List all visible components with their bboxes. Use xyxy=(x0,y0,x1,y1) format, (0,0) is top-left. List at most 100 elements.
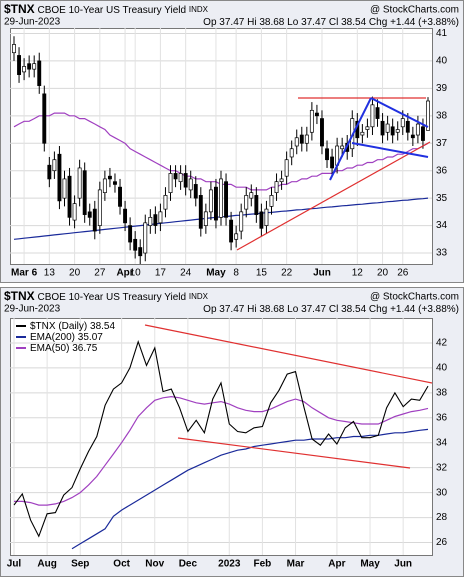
candle-body xyxy=(244,195,249,210)
source: @ StockCharts.com xyxy=(370,5,459,16)
candle-body xyxy=(234,233,239,240)
symbol: $TNX xyxy=(4,2,35,16)
quote-label: Lo xyxy=(287,17,299,28)
quote-value: 37.47 xyxy=(301,17,326,28)
quote-label: Hi xyxy=(247,17,256,28)
y-tick-label: 30 xyxy=(436,487,448,498)
x-tick-label: Mar xyxy=(287,559,305,570)
candle-body xyxy=(12,44,16,54)
legend-entry: EMA(50) 36.75 xyxy=(30,343,98,354)
y-tick-label: 26 xyxy=(436,537,448,548)
x-tick-label: May xyxy=(360,559,380,570)
candle-body xyxy=(325,148,329,161)
candle-body xyxy=(299,134,304,144)
candle-body xyxy=(188,178,193,191)
quote-label: Chg xyxy=(369,304,387,315)
candle-body xyxy=(380,120,385,136)
y-tick-label: 38 xyxy=(436,387,448,398)
series-line xyxy=(13,339,429,538)
symbol: $TNX xyxy=(4,289,35,303)
y-tick-label: 36 xyxy=(436,165,448,176)
candle-body xyxy=(410,134,415,139)
header: $TNX CBOE 10-Year US Treasury Yield INDX xyxy=(4,2,209,16)
candle-body xyxy=(294,137,299,147)
candle-body xyxy=(22,66,27,73)
y-tick-label: 34 xyxy=(436,220,448,231)
y-tick-label: 39 xyxy=(436,83,448,94)
legend-entry: EMA(200) 35.07 xyxy=(30,332,103,343)
date: 29-Jun-2023 xyxy=(4,304,61,315)
candle-body xyxy=(426,100,430,131)
date: 29-Jun-2023 xyxy=(4,17,61,28)
x-tick-label: 17 xyxy=(155,268,167,279)
candle-body xyxy=(340,145,345,150)
legend-value: 36.75 xyxy=(72,343,97,354)
candle-body xyxy=(183,173,188,188)
x-tick-label: 12 xyxy=(352,268,364,279)
quote-value: 38.54 xyxy=(341,17,366,28)
x-tick-label: 15 xyxy=(256,268,268,279)
x-tick-label: Oct xyxy=(113,559,130,570)
y-tick-label: 37 xyxy=(436,138,448,149)
candle-body xyxy=(203,211,208,226)
plot-bottom xyxy=(10,318,433,556)
x-tick-label: 26 xyxy=(397,268,409,279)
candle-body xyxy=(158,211,163,224)
legend-value: 35.07 xyxy=(78,332,103,343)
quote-value: 37.47 xyxy=(219,17,244,28)
quote-value: 37.47 xyxy=(301,304,326,315)
candle-body xyxy=(304,134,309,144)
candle-body xyxy=(254,195,259,215)
candle-body xyxy=(224,181,228,218)
candle-body xyxy=(42,93,47,144)
x-tick-label: Jul xyxy=(7,559,22,570)
candle-body xyxy=(107,175,112,180)
quote-label: Lo xyxy=(287,304,299,315)
channel-line xyxy=(370,97,429,128)
x-tick-label: 27 xyxy=(94,268,106,279)
x-tick-label: Mar 6 xyxy=(11,268,38,279)
candle-body xyxy=(27,63,32,70)
x-tick-label: Apr xyxy=(328,559,345,570)
legend-name: EMA(200) xyxy=(30,332,75,343)
candle-body xyxy=(193,184,198,199)
quote-label: Chg xyxy=(369,17,387,28)
y-tick-label: 40 xyxy=(436,56,448,67)
candle-body xyxy=(330,156,335,169)
candle-body xyxy=(370,104,375,128)
candle-body xyxy=(269,195,274,207)
channel-line xyxy=(329,97,372,181)
candle-body xyxy=(37,60,42,86)
support-line xyxy=(177,437,411,469)
y-tick-label: 38 xyxy=(436,110,448,121)
x-tick-label: Dec xyxy=(179,559,198,570)
candle-body xyxy=(87,211,92,218)
candle-body xyxy=(219,178,223,218)
source: @ StockCharts.com xyxy=(370,292,459,303)
quote: Op 37.47 Hi 38.68 Lo 37.47 Cl 38.54 Chg … xyxy=(203,17,459,28)
candle-body xyxy=(365,126,370,130)
candle-body xyxy=(178,173,183,183)
channel-line xyxy=(351,142,429,158)
candle-body xyxy=(421,126,425,141)
y-tick-label: 35 xyxy=(436,193,448,204)
candle-body xyxy=(17,55,21,76)
candle-body xyxy=(118,186,122,207)
candle-body xyxy=(133,238,138,251)
quote-label: Op xyxy=(203,17,217,28)
candle-body xyxy=(143,222,148,254)
candle-body xyxy=(52,159,57,172)
exchange: INDX xyxy=(189,5,209,14)
x-tick-label: 2023 xyxy=(218,559,241,570)
y-tick-label: 42 xyxy=(436,338,448,349)
candle-body xyxy=(62,178,67,199)
trendlines xyxy=(144,97,433,469)
candle-body xyxy=(289,148,294,158)
candle-body xyxy=(400,118,405,128)
y-tick-label: 36 xyxy=(436,412,448,423)
candle-body xyxy=(102,178,107,194)
y-tick-label: 40 xyxy=(436,363,448,374)
candle-body xyxy=(168,173,173,194)
candle-body xyxy=(229,219,234,243)
